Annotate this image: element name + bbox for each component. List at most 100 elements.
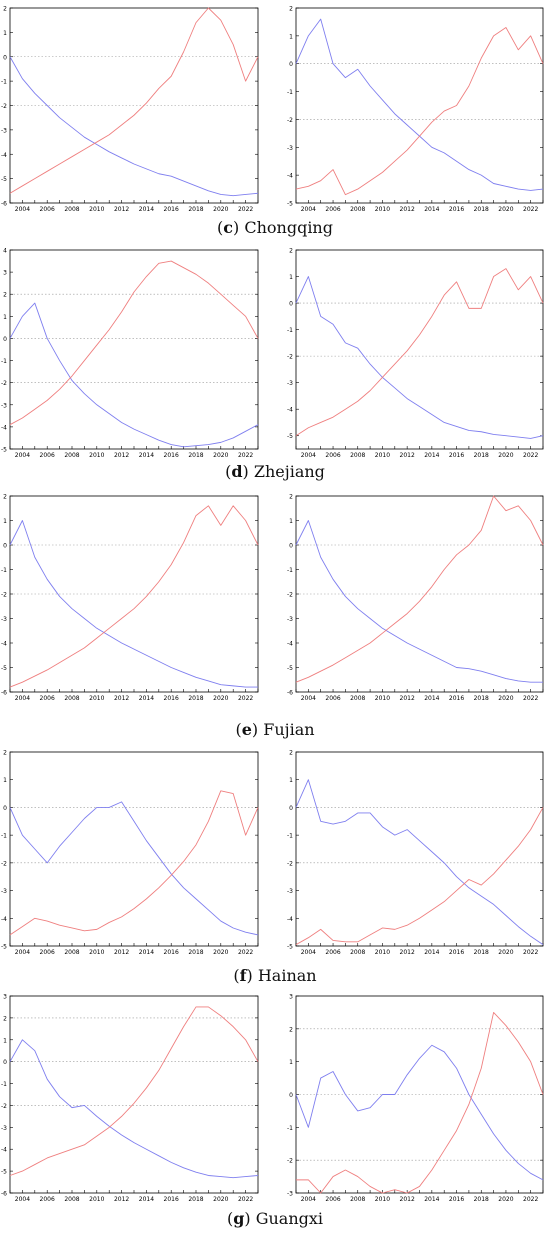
y-tick-label: 0 — [3, 543, 7, 550]
y-tick-label: 0 — [289, 543, 293, 550]
y-tick-label: -6 — [1, 690, 7, 697]
x-tick-label: 2018 — [188, 949, 203, 956]
x-tick-label: 2004 — [301, 695, 316, 702]
caption-letter: f — [239, 966, 247, 985]
y-tick-label: 0 — [289, 805, 293, 812]
x-tick-label: 2020 — [213, 206, 228, 213]
x-tick-label: 2020 — [213, 452, 228, 459]
y-tick-label: -1 — [287, 89, 293, 96]
x-tick-label: 2016 — [164, 206, 179, 213]
plot-frame — [295, 7, 544, 204]
y-tick-label: -2 — [1, 380, 7, 387]
x-tick-label: 2018 — [474, 695, 489, 702]
series-line-blue — [9, 1039, 259, 1179]
x-tick-label: 2012 — [114, 949, 129, 956]
y-tick-label: -4 — [1, 916, 7, 923]
y-tick-label: -1 — [1, 1081, 7, 1088]
x-tick-label: 2016 — [449, 1196, 464, 1203]
series-line-blue — [295, 520, 543, 683]
y-tick-label: -2 — [1, 1103, 7, 1110]
y-tick-label: 0 — [3, 54, 7, 61]
y-tick-label: -5 — [1, 176, 7, 183]
x-tick-label: 2010 — [375, 206, 390, 213]
x-tick-label: 2010 — [375, 452, 390, 459]
y-tick-label: -1 — [287, 1125, 293, 1132]
x-tick-label: 2020 — [498, 1196, 513, 1203]
x-tick-label: 2016 — [164, 1196, 179, 1203]
caption-name: Chongqing — [244, 218, 333, 237]
y-tick-label: -2 — [1, 592, 7, 599]
x-tick-label: 2022 — [523, 206, 538, 213]
y-tick-label: -3 — [1, 127, 7, 134]
chart-panel-g-right: 3 2 1 0 -1 -2 -3 2004 2006 2008 2010 2012 2014 2016 20… — [287, 994, 544, 1203]
x-tick-label: 2006 — [40, 1196, 55, 1203]
y-tick-label: -4 — [287, 407, 293, 414]
y-tick-label: 1 — [289, 1059, 293, 1066]
series-line-blue — [295, 1044, 544, 1181]
y-tick-label: 2 — [289, 6, 293, 13]
x-tick-label: 2020 — [498, 695, 513, 702]
caption-d: (d) Zhejiang — [225, 462, 325, 481]
y-tick-label: 1 — [3, 518, 7, 525]
x-tick-label: 2018 — [474, 949, 489, 956]
y-tick-label: 1 — [289, 33, 293, 40]
x-tick-label: 2004 — [301, 1196, 316, 1203]
y-tick-label: 2 — [3, 494, 7, 501]
series-line-red — [295, 807, 544, 946]
y-tick-label: 1 — [3, 1037, 7, 1044]
y-tick-label: -6 — [1, 1191, 7, 1198]
y-tick-label: 0 — [289, 61, 293, 68]
x-tick-label: 2018 — [188, 1196, 203, 1203]
y-tick-label: 3 — [289, 994, 293, 1001]
y-tick-label: -5 — [1, 665, 7, 672]
x-tick-label: 2022 — [523, 1196, 538, 1203]
y-tick-label: 0 — [3, 336, 7, 343]
x-tick-label: 2016 — [449, 695, 464, 702]
x-tick-label: 2020 — [498, 452, 513, 459]
y-tick-label: -1 — [287, 327, 293, 334]
x-tick-label: 2014 — [139, 206, 154, 213]
x-tick-label: 2022 — [238, 1196, 253, 1203]
x-tick-label: 2018 — [188, 206, 203, 213]
x-tick-label: 2012 — [114, 1196, 129, 1203]
y-tick-label: -5 — [287, 944, 293, 951]
x-tick-label: 2014 — [139, 1196, 154, 1203]
y-tick-label: -1 — [1, 358, 7, 365]
x-tick-label: 2008 — [64, 695, 79, 702]
x-tick-label: 2016 — [164, 695, 179, 702]
y-tick-label: -3 — [1, 1125, 7, 1132]
y-tick-label: 2 — [3, 750, 7, 757]
x-tick-label: 2006 — [40, 452, 55, 459]
y-tick-label: 1 — [289, 777, 293, 784]
y-tick-label: -3 — [1, 402, 7, 409]
x-tick-label: 2010 — [89, 949, 104, 956]
y-tick-label: -4 — [287, 641, 293, 648]
y-tick-label: 2 — [289, 1026, 293, 1033]
caption-c: (c) Chongqing — [217, 218, 333, 237]
x-tick-label: 2008 — [350, 695, 365, 702]
plot-frame — [9, 751, 259, 947]
x-tick-label: 2014 — [424, 206, 439, 213]
y-tick-label: 2 — [289, 248, 293, 255]
y-tick-label: -4 — [287, 916, 293, 923]
x-tick-label: 2004 — [301, 949, 316, 956]
chart-panel-c-left: 2 1 0 -1 -2 -3 -4 -5 -6 2004 2006 2008 2010 2012 2014 2… — [1, 6, 259, 213]
y-tick-label: -5 — [287, 201, 293, 208]
y-tick-label: -2 — [287, 354, 293, 361]
caption-g: (g) Guangxi — [226, 1209, 324, 1228]
y-tick-label: 0 — [3, 805, 7, 812]
caption-name: Fujian — [263, 720, 315, 739]
x-tick-label: 2018 — [474, 1196, 489, 1203]
plot-frame — [295, 249, 544, 450]
series-line-blue — [9, 302, 259, 448]
chart-panel-d-left: 4 3 2 1 0 -1 -2 -3 -4 -5 2004 2006 2008 2010 2012 2014 2… — [1, 248, 259, 459]
x-tick-label: 2014 — [424, 949, 439, 956]
y-tick-label: -4 — [1, 424, 7, 431]
x-tick-label: 2014 — [424, 452, 439, 459]
x-tick-label: 2008 — [350, 1196, 365, 1203]
chart-panel-f-left: 2 1 0 -1 -2 -3 -4 -5 2004 2006 2008 2010 2012 2014 201… — [1, 750, 259, 956]
x-tick-label: 2008 — [350, 452, 365, 459]
y-tick-label: -3 — [287, 888, 293, 895]
caption-letter: d — [231, 462, 243, 481]
x-tick-label: 2016 — [449, 206, 464, 213]
